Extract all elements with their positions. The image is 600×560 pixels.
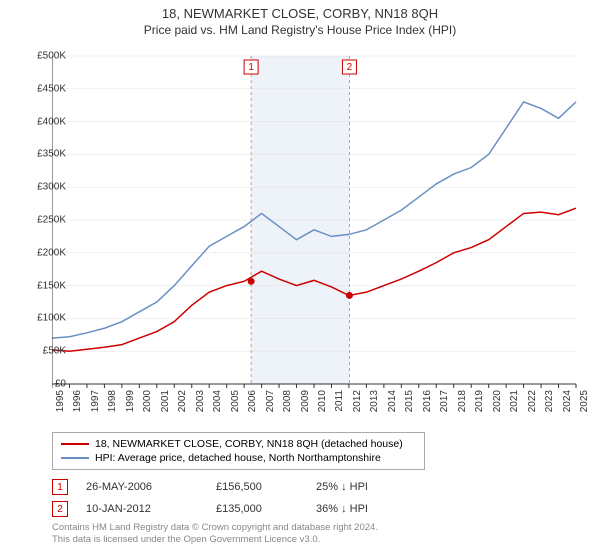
x-tick-label: 1996 [72,390,83,412]
x-tick-label: 2017 [439,390,450,412]
legend-label: 18, NEWMARKET CLOSE, CORBY, NN18 8QH (de… [95,438,403,450]
page-subtitle: Price paid vs. HM Land Registry's House … [0,21,600,41]
sale-price: £135,000 [216,503,316,515]
sale-date: 26-MAY-2006 [86,481,216,493]
x-tick-label: 1995 [55,390,66,412]
x-tick-label: 2003 [195,390,206,412]
legend: 18, NEWMARKET CLOSE, CORBY, NN18 8QH (de… [52,432,425,470]
x-tick-label: 2016 [422,390,433,412]
x-tick-label: 2011 [334,390,345,412]
x-tick-label: 2008 [282,390,293,412]
x-tick-label: 2018 [457,390,468,412]
x-tick-label: 2006 [247,390,258,412]
x-tick-label: 2001 [160,390,171,412]
sale-marker-icon: 2 [52,501,68,517]
x-tick-label: 2000 [142,390,153,412]
x-tick-label: 2021 [509,390,520,412]
footer-line: Contains HM Land Registry data © Crown c… [52,522,378,533]
page-title: 18, NEWMARKET CLOSE, CORBY, NN18 8QH [0,0,600,21]
y-tick-label: £50K [43,346,66,357]
x-tick-label: 2007 [265,390,276,412]
sale-delta: 25% ↓ HPI [316,481,426,493]
legend-item-hpi: HPI: Average price, detached house, Nort… [61,451,416,465]
svg-text:2: 2 [347,62,353,73]
x-tick-label: 2012 [352,390,363,412]
legend-item-property: 18, NEWMARKET CLOSE, CORBY, NN18 8QH (de… [61,437,416,451]
y-tick-label: £300K [37,182,66,193]
y-tick-label: £250K [37,215,66,226]
y-tick-label: £500K [37,51,66,62]
legend-swatch [61,457,89,459]
sale-delta: 36% ↓ HPI [316,503,426,515]
table-row: 2 10-JAN-2012 £135,000 36% ↓ HPI [52,498,426,520]
x-tick-label: 2015 [404,390,415,412]
x-tick-label: 2005 [230,390,241,412]
y-tick-label: £450K [37,83,66,94]
x-tick-label: 2013 [369,390,380,412]
x-tick-label: 2019 [474,390,485,412]
x-tick-label: 2014 [387,390,398,412]
y-tick-label: £150K [37,280,66,291]
sale-date: 10-JAN-2012 [86,503,216,515]
x-tick-label: 1997 [90,390,101,412]
footer-attribution: Contains HM Land Registry data © Crown c… [52,522,378,547]
y-tick-label: £350K [37,149,66,160]
y-tick-label: £100K [37,313,66,324]
sales-table: 1 26-MAY-2006 £156,500 25% ↓ HPI 2 10-JA… [52,476,426,520]
y-tick-label: £200K [37,247,66,258]
x-tick-label: 2002 [177,390,188,412]
y-tick-label: £400K [37,116,66,127]
svg-text:1: 1 [248,62,254,73]
x-tick-label: 2023 [544,390,555,412]
x-tick-label: 2024 [562,390,573,412]
x-tick-label: 2004 [212,390,223,412]
footer-line: This data is licensed under the Open Gov… [52,534,320,545]
y-tick-label: £0 [55,379,66,390]
x-tick-label: 1999 [125,390,136,412]
sale-price: £156,500 [216,481,316,493]
x-tick-label: 2025 [579,390,590,412]
x-tick-label: 2020 [492,390,503,412]
sale-marker-icon: 1 [52,479,68,495]
legend-swatch [61,443,89,445]
legend-label: HPI: Average price, detached house, Nort… [95,452,381,464]
x-tick-label: 2022 [527,390,538,412]
x-tick-label: 2010 [317,390,328,412]
table-row: 1 26-MAY-2006 £156,500 25% ↓ HPI [52,476,426,498]
x-tick-label: 1998 [107,390,118,412]
price-chart: 12 [52,50,582,390]
x-tick-label: 2009 [300,390,311,412]
